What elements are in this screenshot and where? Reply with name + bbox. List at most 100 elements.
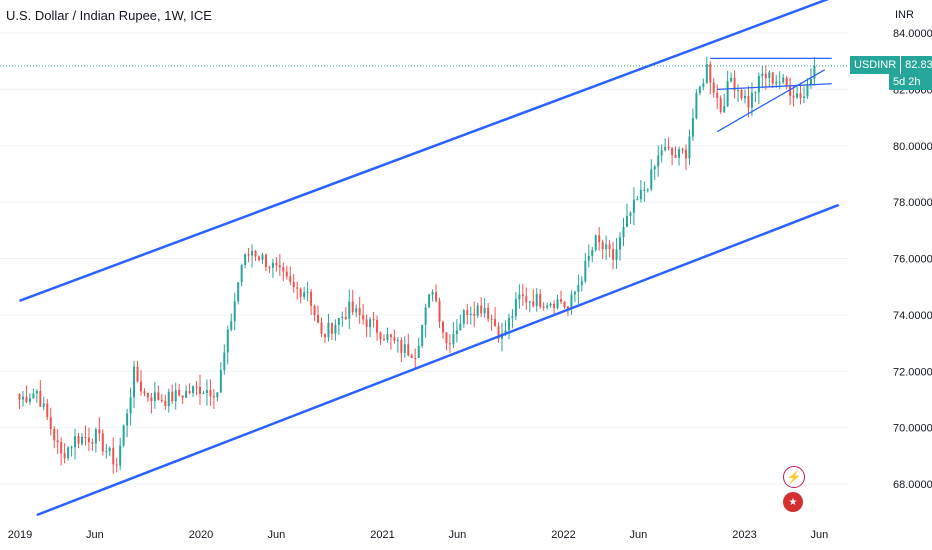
candle-body (146, 393, 149, 398)
y-tick-label: 80.0000 (893, 141, 932, 153)
candle-body (455, 330, 458, 335)
candle-body (678, 149, 681, 158)
candle-body (629, 212, 632, 216)
candle-body (67, 447, 70, 459)
candle-body (723, 106, 726, 112)
us-flag-icon[interactable]: ★ (783, 492, 803, 512)
candle-body (684, 149, 687, 159)
x-tick-label: Jun (268, 529, 286, 541)
candle-body (459, 323, 462, 331)
candle-body (275, 262, 278, 266)
candle-body (351, 301, 354, 313)
candle-body (431, 292, 434, 295)
candle-body (775, 82, 778, 84)
candle-body (237, 282, 240, 302)
candle-body (476, 305, 479, 316)
trendline-channel-bottom (36, 203, 840, 517)
candle-body (573, 291, 576, 295)
candle-body (101, 433, 104, 452)
candle-body (323, 333, 326, 338)
candle-body (115, 464, 118, 466)
candle-body (494, 319, 497, 327)
candle-body (716, 92, 719, 99)
y-tick-label: 74.0000 (893, 310, 932, 322)
candle-body (74, 436, 77, 448)
candle-body (199, 386, 202, 394)
candle-body (712, 82, 715, 93)
candle-body (796, 93, 799, 98)
candle-body (160, 399, 163, 401)
candle-body (84, 437, 87, 439)
candle-body (247, 254, 250, 256)
candle-body (598, 235, 601, 243)
candle-body (233, 301, 236, 322)
chart-title: U.S. Dollar / Indian Rupee, 1W, ICE (6, 8, 212, 23)
candle-body (77, 436, 80, 444)
candle-body (556, 299, 559, 309)
candle-body (643, 189, 646, 191)
y-tick-label: 76.0000 (893, 254, 932, 266)
candle-body (421, 325, 424, 346)
candle-body (258, 256, 261, 260)
x-tick-label: 2021 (370, 529, 394, 541)
candle-body (327, 322, 330, 338)
candle-body (584, 260, 587, 282)
candle-body (98, 429, 101, 434)
x-tick-label: Jun (449, 529, 467, 541)
candle-body (809, 78, 812, 86)
candle-body (730, 77, 733, 82)
candle-body (435, 292, 438, 301)
candle-body (278, 265, 281, 268)
candle-body (195, 386, 198, 388)
lightning-icon[interactable]: ⚡ (783, 466, 805, 488)
candle-body (330, 322, 333, 334)
candle-body (504, 330, 507, 334)
y-tick-label: 78.0000 (893, 197, 932, 209)
candle-body (705, 64, 708, 84)
currency-unit: INR (895, 9, 914, 21)
candle-body (740, 89, 743, 99)
candle-body (53, 429, 56, 441)
candle-body (591, 250, 594, 256)
candle-body (400, 340, 403, 353)
x-tick-label: Jun (811, 529, 829, 541)
candle-body (18, 393, 21, 400)
candle-body (320, 322, 323, 334)
candle-body (594, 235, 597, 251)
candle-body (535, 294, 538, 307)
candle-body (348, 301, 351, 319)
candle-body (792, 95, 795, 98)
candle-body (691, 118, 694, 137)
candle-body (532, 301, 535, 307)
candle-body (251, 250, 254, 256)
candle-body (490, 318, 493, 320)
candle-body (202, 393, 205, 395)
candle-body (410, 355, 413, 358)
candle-body (789, 85, 792, 96)
trendline-triangle-mid (717, 83, 832, 91)
candle-body (750, 92, 753, 108)
candle-body (46, 403, 49, 418)
last-price-badge: USDINR 82.8320 (850, 56, 932, 74)
candle-body (674, 154, 677, 158)
candle-body (719, 98, 722, 112)
candle-body (372, 319, 375, 321)
candle-body (139, 381, 142, 392)
candle-body (511, 316, 514, 318)
x-tick-label: Jun (86, 529, 104, 541)
candle-body (570, 294, 573, 309)
y-tick-label: 68.0000 (893, 479, 932, 491)
candle-body (296, 287, 299, 289)
candle-body (625, 215, 628, 227)
candle-body (244, 254, 247, 266)
candle-body (282, 267, 285, 272)
candle-body (657, 155, 660, 167)
candle-body (688, 136, 691, 159)
candle-body (285, 271, 288, 277)
candle-body (192, 386, 195, 394)
candle-body (35, 390, 38, 394)
candle-body (747, 95, 750, 108)
candle-body (414, 357, 417, 359)
candle-body (737, 89, 740, 91)
